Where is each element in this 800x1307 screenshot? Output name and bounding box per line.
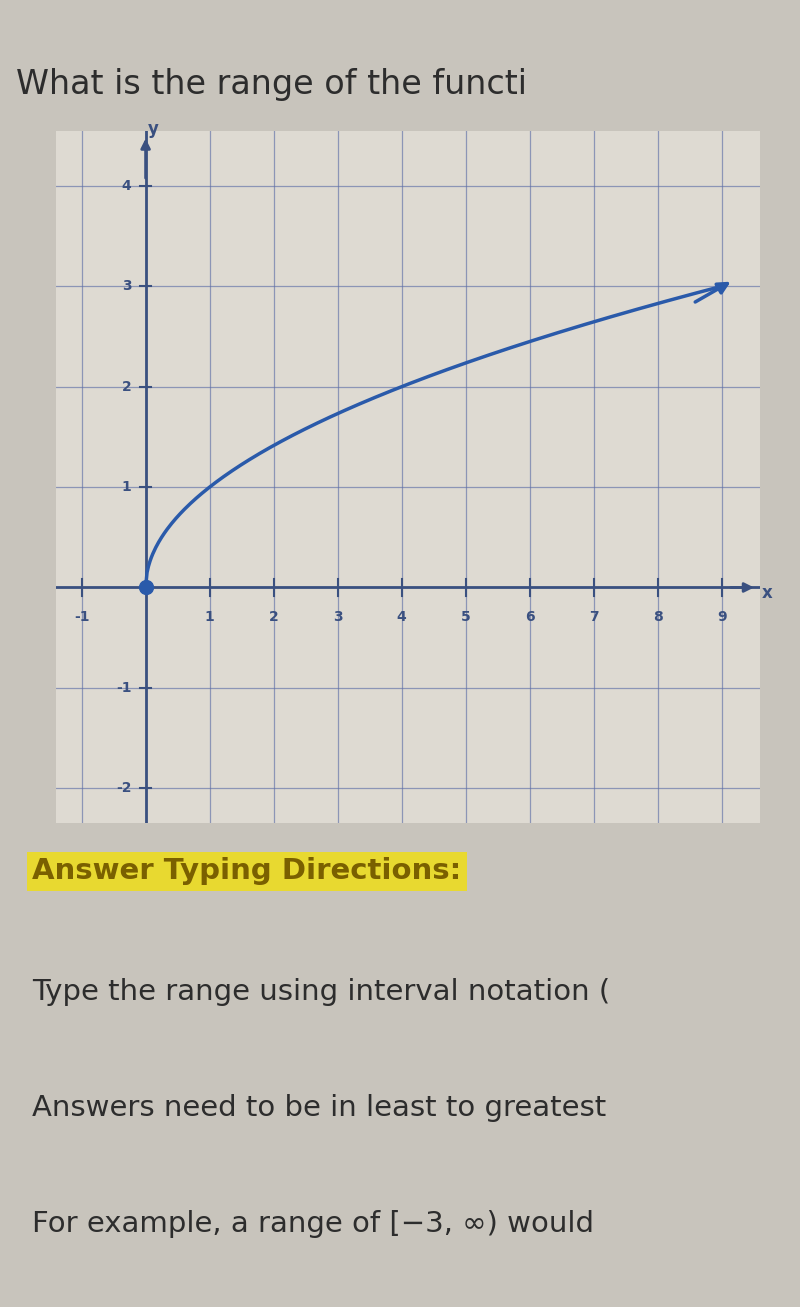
Text: y: y: [148, 120, 158, 137]
Text: x: x: [762, 583, 772, 601]
Text: Answers need to be in least to greatest: Answers need to be in least to greatest: [32, 1094, 606, 1123]
Text: -1: -1: [116, 681, 131, 695]
Text: For example, a range of [−3, ∞) would: For example, a range of [−3, ∞) would: [32, 1210, 594, 1238]
Text: 2: 2: [122, 380, 131, 393]
Text: 4: 4: [397, 609, 406, 623]
Text: 3: 3: [122, 280, 131, 293]
Text: -2: -2: [116, 782, 131, 795]
Text: 5: 5: [461, 609, 470, 623]
Text: 1: 1: [205, 609, 214, 623]
Text: 7: 7: [589, 609, 598, 623]
Text: 2: 2: [269, 609, 278, 623]
Text: Type the range using interval notation (: Type the range using interval notation (: [32, 978, 610, 1006]
Text: 1: 1: [122, 480, 131, 494]
Text: 6: 6: [525, 609, 534, 623]
Text: Answer Typing Directions:: Answer Typing Directions:: [32, 857, 462, 885]
Text: 8: 8: [653, 609, 662, 623]
Text: 4: 4: [122, 179, 131, 193]
Text: 9: 9: [717, 609, 726, 623]
Text: What is the range of the functi: What is the range of the functi: [16, 68, 527, 102]
Text: 3: 3: [333, 609, 342, 623]
Text: -1: -1: [74, 609, 90, 623]
